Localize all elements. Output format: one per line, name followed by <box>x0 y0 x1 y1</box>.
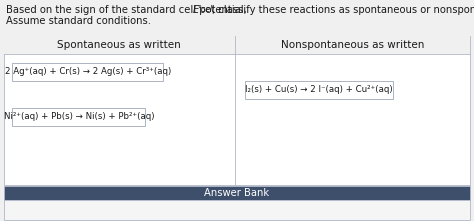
Text: Nonspontaneous as written: Nonspontaneous as written <box>281 40 424 50</box>
FancyBboxPatch shape <box>4 36 470 185</box>
Text: Spontaneous as written: Spontaneous as written <box>57 40 181 50</box>
FancyBboxPatch shape <box>4 200 470 220</box>
FancyBboxPatch shape <box>12 107 146 126</box>
Text: Based on the sign of the standard cell potential,: Based on the sign of the standard cell p… <box>6 5 250 15</box>
FancyBboxPatch shape <box>4 36 235 54</box>
FancyBboxPatch shape <box>245 80 393 99</box>
FancyBboxPatch shape <box>4 186 470 200</box>
Text: E: E <box>193 5 200 15</box>
Text: Ni²⁺(aq) + Pb(s) → Ni(s) + Pb²⁺(aq): Ni²⁺(aq) + Pb(s) → Ni(s) + Pb²⁺(aq) <box>4 112 154 121</box>
Text: Answer Bank: Answer Bank <box>204 188 270 198</box>
Text: I₂(s) + Cu(s) → 2 I⁻(aq) + Cu²⁺(aq): I₂(s) + Cu(s) → 2 I⁻(aq) + Cu²⁺(aq) <box>246 85 393 94</box>
Text: Assume standard conditions.: Assume standard conditions. <box>6 16 151 26</box>
Text: 2 Ag⁺(aq) + Cr(s) → 2 Ag(s) + Cr³⁺(aq): 2 Ag⁺(aq) + Cr(s) → 2 Ag(s) + Cr³⁺(aq) <box>5 67 171 76</box>
FancyBboxPatch shape <box>12 63 164 80</box>
Text: °cell: °cell <box>197 5 214 14</box>
FancyBboxPatch shape <box>235 36 470 54</box>
Text: , classify these reactions as spontaneous or nonspontaneous as written.: , classify these reactions as spontaneou… <box>211 5 474 15</box>
